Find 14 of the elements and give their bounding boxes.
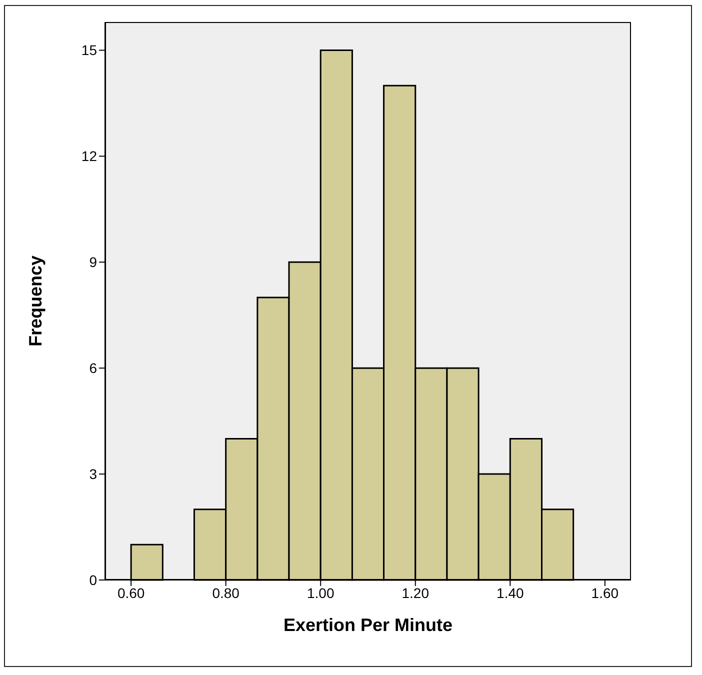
x-axis-title: Exertion Per Minute [283,614,453,635]
x-tick-label: 1.40 [496,584,524,601]
x-tick-label: 0.60 [117,584,145,601]
y-tick-label: 15 [81,42,98,58]
x-tick-label: 1.60 [591,584,619,601]
y-tick-label: 3 [89,466,98,482]
y-tick-label: 6 [89,360,98,376]
y-axis-title: Frequency [25,255,46,347]
x-tick-label: 1.20 [402,584,430,601]
y-tick-label: 9 [89,254,98,270]
y-tick-label: 12 [81,148,98,164]
y-tick-label: 0 [89,572,98,588]
x-tick-label: 0.80 [212,584,240,601]
x-tick-label: 1.00 [306,584,334,601]
